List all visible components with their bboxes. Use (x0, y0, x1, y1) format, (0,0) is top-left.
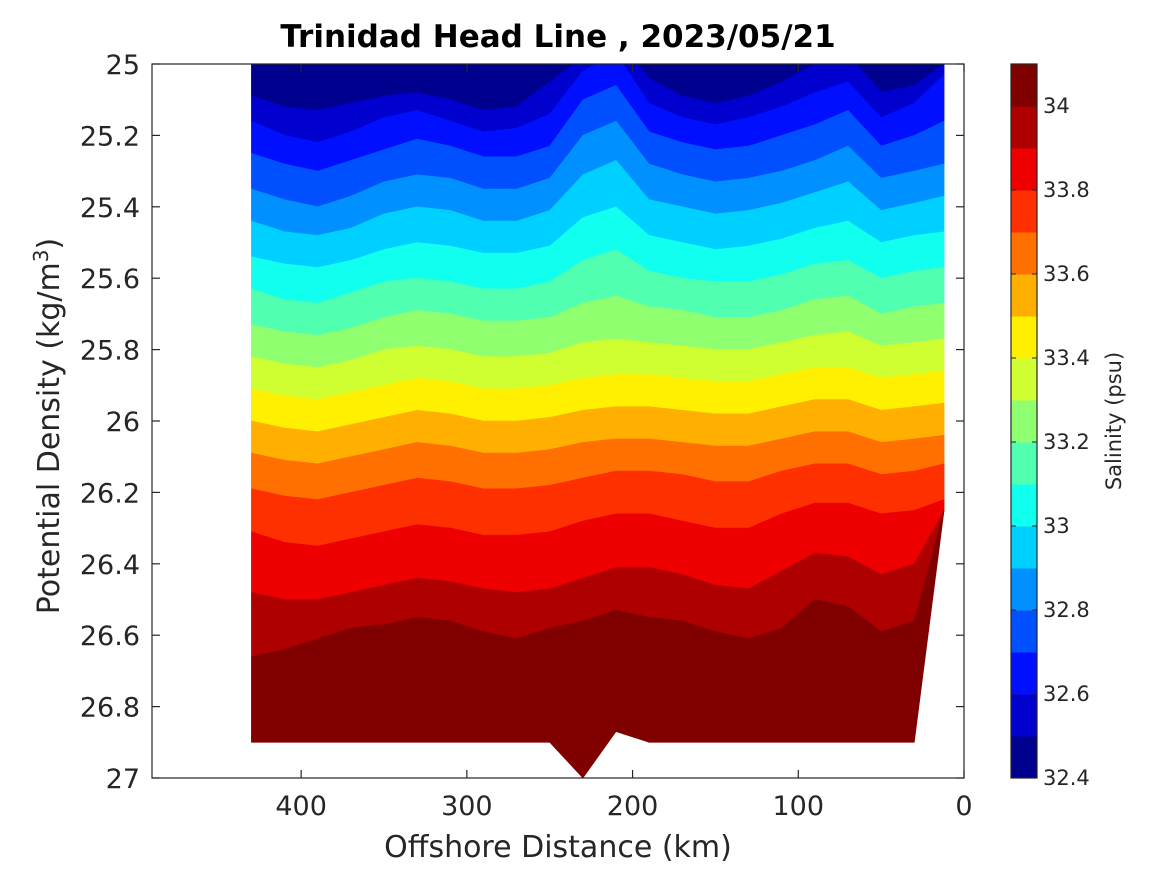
colorbar-segment (1011, 442, 1037, 485)
colorbar-segment (1011, 526, 1037, 569)
colorbar-tick-label: 33.8 (1043, 178, 1090, 202)
y-tick-label: 25.2 (80, 121, 140, 152)
colorbar-segment (1011, 190, 1037, 233)
colorbar-tick-label: 33 (1043, 514, 1070, 538)
y-tick-labels: 25 25.2 25.4 25.6 25.8 26 26.2 26.4 26.6 26.8 27 (80, 50, 140, 795)
y-axis-label: Potential Density (kg/m3) (29, 238, 67, 614)
x-tick-label: 0 (955, 791, 972, 822)
colorbar-tick-label: 32.4 (1043, 766, 1090, 790)
y-tick-label: 25.4 (80, 193, 140, 224)
colorbar-segment (1011, 652, 1037, 695)
x-axis-label: Offshore Distance (km) (384, 830, 732, 865)
y-tick-label: 26.2 (80, 478, 140, 509)
colorbar-segment (1011, 358, 1037, 401)
colorbar-segment (1011, 274, 1037, 317)
y-tick-label: 25.6 (80, 264, 140, 295)
colorbar-segment (1011, 232, 1037, 275)
colorbar-segment (1011, 148, 1037, 191)
x-tick-label: 100 (773, 791, 825, 822)
colorbar-tick-label: 33.2 (1043, 430, 1090, 454)
y-tick-label: 26 (106, 407, 140, 438)
colorbar-tick-label: 32.6 (1043, 682, 1090, 706)
colorbar-segment (1011, 106, 1037, 149)
salinity-contour-bands (251, 64, 945, 778)
colorbar-segment (1011, 568, 1037, 611)
colorbar-segment (1011, 64, 1037, 107)
y-tick-label: 25 (106, 50, 140, 81)
colorbar-tick-label: 32.8 (1043, 598, 1090, 622)
colorbar-segment (1011, 736, 1037, 779)
colorbar (1010, 63, 1038, 779)
contour-band (251, 510, 945, 778)
x-tick-label: 400 (275, 791, 327, 822)
colorbar-segment (1011, 484, 1037, 527)
colorbar-tick-label: 33.6 (1043, 262, 1090, 286)
axis-ticks (152, 63, 965, 779)
colorbar-label: Salinity (psu) (1102, 352, 1126, 490)
colorbar-segment (1011, 610, 1037, 653)
colorbar-frame (1010, 63, 1038, 779)
x-tick-label: 300 (441, 791, 493, 822)
y-tick-label: 26.8 (80, 693, 140, 724)
y-tick-label: 25.8 (80, 336, 140, 367)
colorbar-tick-label: 33.4 (1043, 346, 1090, 370)
y-tick-label: 26.4 (80, 550, 140, 581)
colorbar-segment (1011, 400, 1037, 443)
x-tick-label: 200 (607, 791, 659, 822)
colorbar-tick-label: 34 (1043, 94, 1070, 118)
chart-title: Trinidad Head Line , 2023/05/21 (280, 19, 835, 55)
colorbar-segment (1011, 694, 1037, 737)
colorbar-segment (1011, 316, 1037, 359)
y-tick-label: 27 (106, 764, 140, 795)
y-tick-label: 26.6 (80, 621, 140, 652)
colorbar-tick-labels: 32.4 32.6 32.8 33 33.2 33.4 33.6 33.8 34 (1043, 94, 1090, 790)
x-tick-labels: 400 300 200 100 0 (275, 791, 972, 822)
